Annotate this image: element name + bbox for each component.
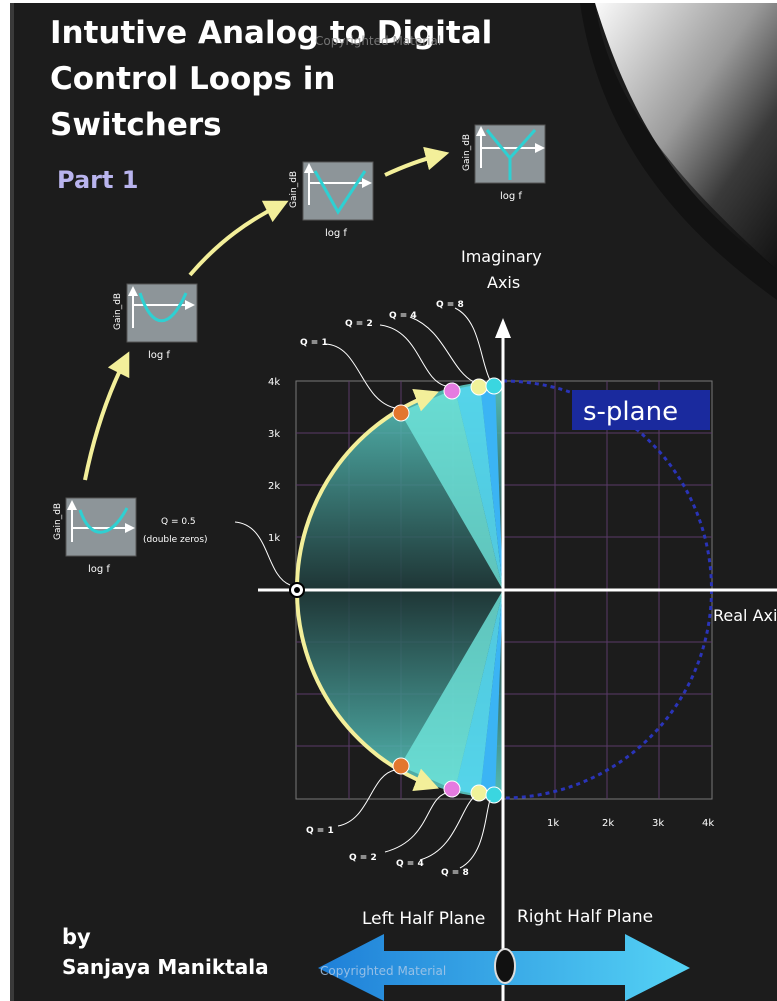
imag-axis-label-2: Axis: [487, 273, 520, 292]
title-line-1: Intutive Analog to Digital: [50, 15, 492, 51]
svg-text:Gain_dB: Gain_dB: [53, 503, 63, 540]
pole-lower-q1: [392, 757, 410, 775]
y-tick-2k: 2k: [268, 481, 280, 492]
svg-text:Gain_dB: Gain_dB: [113, 293, 123, 330]
x-tick-4k: 4k: [702, 818, 714, 829]
pole-lower-q4: [470, 784, 488, 802]
y-tick-3k: 3k: [268, 429, 280, 440]
author-by: by: [62, 925, 91, 949]
q-lower-1: Q = 1: [306, 826, 334, 836]
y-tick-4k: 4k: [268, 377, 280, 388]
bode-thumbnail-2: Gain_dB log f: [113, 283, 198, 361]
x-tick-3k: 3k: [652, 818, 664, 829]
watermark-bottom: Copyrighted Material: [320, 964, 446, 978]
q-upper-4: Q = 4: [389, 311, 417, 321]
pole-lower-q2: [443, 780, 461, 798]
page-curl: [595, 3, 777, 270]
title-line-3: Switchers: [50, 107, 222, 143]
watermark-top: Copyrighted Material: [315, 34, 441, 48]
dashed-circle: [502, 379, 713, 800]
progress-arrow-2: [188, 200, 289, 277]
bode-thumbnail-3: Gain_dB log f: [289, 161, 374, 239]
y-tick-1k: 1k: [268, 533, 280, 544]
pole-upper-q2: [443, 382, 461, 400]
q-upper-2: Q = 2: [345, 319, 373, 329]
q-lower-8: Q = 8: [441, 868, 469, 878]
q-upper-1: Q = 1: [300, 338, 328, 348]
x-tick-1k: 1k: [547, 818, 559, 829]
bode-thumbnail-4: Gain_dB log f: [462, 124, 546, 202]
svg-text:log f: log f: [500, 191, 522, 202]
q-lower-2: Q = 2: [349, 853, 377, 863]
q-lower-4: Q = 4: [396, 859, 424, 869]
q-half-label-1: Q = 0.5: [161, 517, 196, 527]
pole-upper-q8: [485, 377, 503, 395]
q-half-label-2: (double zeros): [143, 535, 208, 545]
s-plane-box: [572, 390, 710, 430]
svg-text:log f: log f: [148, 350, 170, 361]
s-plane-label: s-plane: [583, 397, 678, 427]
svg-text:Gain_dB: Gain_dB: [462, 134, 472, 171]
author-name: Sanjaya Maniktala: [62, 955, 269, 979]
progress-arrow-3: [384, 146, 450, 177]
real-axis-label: Real Axis: [713, 606, 777, 625]
progress-arrow-1: [83, 351, 130, 481]
pole-lower-q8: [485, 786, 503, 804]
left-half-plane-label: Left Half Plane: [362, 909, 485, 929]
pole-upper-q1: [392, 404, 410, 422]
title-line-2: Control Loops in: [50, 61, 335, 97]
bode-thumbnail-1: Gain_dB log f: [53, 497, 137, 575]
svg-text:Gain_dB: Gain_dB: [289, 171, 299, 208]
svg-text:log f: log f: [88, 564, 110, 575]
part-label: Part 1: [57, 166, 139, 194]
imag-axis-label-1: Imaginary: [461, 247, 542, 266]
svg-text:log f: log f: [325, 228, 347, 239]
x-tick-2k: 2k: [602, 818, 614, 829]
right-half-plane-label: Right Half Plane: [517, 907, 653, 927]
q-upper-8: Q = 8: [436, 300, 464, 310]
